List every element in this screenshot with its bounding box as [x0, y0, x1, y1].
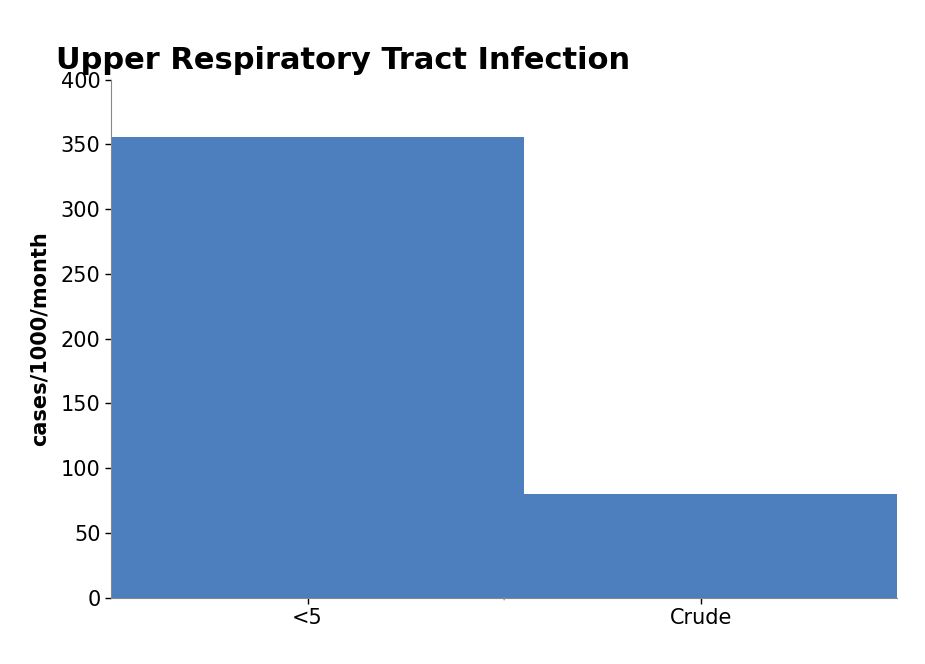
Bar — [92, 137, 524, 598]
Y-axis label: cases/1000/month: cases/1000/month — [30, 231, 50, 446]
Bar — [485, 494, 917, 598]
Text: Upper Respiratory Tract Infection: Upper Respiratory Tract Infection — [56, 46, 630, 74]
